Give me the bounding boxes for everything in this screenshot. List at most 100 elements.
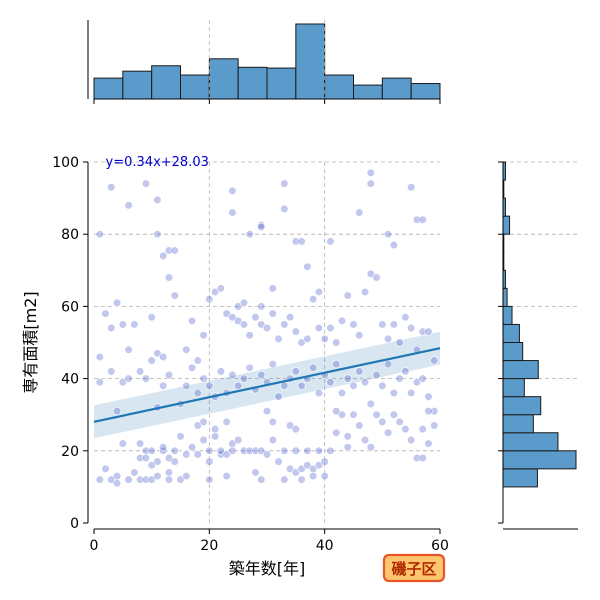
scatter-point xyxy=(153,471,162,481)
scatter-point xyxy=(309,295,318,304)
right-hist-bar xyxy=(502,414,534,434)
scatter-point xyxy=(228,370,237,380)
scatter-point xyxy=(193,388,202,398)
scatter-point xyxy=(343,432,352,441)
scatter-point xyxy=(280,381,289,390)
scatter-point xyxy=(355,208,364,217)
scatter-point xyxy=(389,410,398,419)
scatter-point xyxy=(193,450,202,459)
scatter-point xyxy=(389,240,398,250)
scatter-point xyxy=(124,475,133,484)
scatter-point xyxy=(337,316,347,325)
scatter-point xyxy=(320,334,329,343)
scatter-point xyxy=(147,461,156,470)
scatter-point xyxy=(234,435,243,445)
scatter-point xyxy=(136,439,145,448)
scatter-point xyxy=(309,464,318,473)
scatter-point xyxy=(199,374,208,383)
scatter-point xyxy=(407,323,416,333)
scatter-point xyxy=(291,446,300,455)
top-hist-bar xyxy=(266,67,297,100)
scatter-point xyxy=(285,313,295,322)
scatter-point xyxy=(268,309,277,318)
scatter-point xyxy=(424,327,433,336)
scatter-point xyxy=(107,323,116,333)
scatter-point xyxy=(211,425,220,434)
right-hist-bar xyxy=(502,305,513,325)
x-tick-label: 60 xyxy=(431,538,449,554)
scatter-point xyxy=(141,475,150,484)
scatter-point xyxy=(430,356,439,365)
right-hist-bar xyxy=(502,396,542,416)
scatter-point xyxy=(153,457,162,466)
scatter-point xyxy=(205,475,214,484)
scatter-point xyxy=(147,313,156,322)
scatter-point xyxy=(239,374,249,383)
scatter-point xyxy=(118,320,127,329)
scatter-point xyxy=(101,309,110,318)
scatter-point xyxy=(280,179,289,188)
scatter-point xyxy=(112,479,122,488)
right-hist-bar xyxy=(502,468,538,488)
scatter-point xyxy=(124,201,133,210)
scatter-point xyxy=(430,421,439,430)
scatter-point xyxy=(187,316,197,325)
scatter-point xyxy=(176,432,185,441)
scatter-point xyxy=(303,334,312,343)
scatter-point xyxy=(418,453,427,463)
scatter-point xyxy=(182,450,191,459)
scatter-point xyxy=(401,425,410,434)
scatter-point xyxy=(424,392,433,401)
y-tick-label: 80 xyxy=(61,227,79,243)
scatter-point xyxy=(193,421,202,430)
scatter-point xyxy=(366,399,375,408)
scatter-point xyxy=(297,338,306,347)
scatter-point xyxy=(182,471,191,481)
scatter-point xyxy=(274,334,283,343)
scatter-point xyxy=(193,356,202,365)
scatter-point xyxy=(164,370,174,380)
scatter-point xyxy=(309,363,318,372)
scatter-point xyxy=(268,284,277,293)
right-hist-bar xyxy=(502,360,539,380)
x-tick-label: 0 xyxy=(90,538,99,554)
scatter-point xyxy=(205,446,214,455)
scatter-point xyxy=(182,345,191,354)
scatter-point xyxy=(205,381,214,390)
scatter-point xyxy=(366,168,375,177)
top-hist-bar xyxy=(93,77,124,100)
scatter-point xyxy=(326,378,335,387)
scatter-point xyxy=(199,417,208,427)
scatter-point xyxy=(170,291,179,300)
scatter-point xyxy=(395,374,404,383)
right-hist-bar xyxy=(502,432,559,452)
scatter-point xyxy=(153,195,162,205)
right-histogram xyxy=(498,161,578,530)
scatter-point xyxy=(366,443,375,452)
scatter-point xyxy=(297,381,306,390)
scatter-point xyxy=(407,388,416,398)
scatter-point xyxy=(187,363,197,372)
scatter-point xyxy=(332,338,341,347)
ward-badge-label: 磯子区 xyxy=(391,560,436,578)
scatter-point xyxy=(285,464,295,473)
x-tick-label: 20 xyxy=(200,538,218,554)
scatter-point xyxy=(112,406,122,416)
scatter-point xyxy=(107,183,116,192)
scatter-point xyxy=(389,388,398,398)
scatter-point xyxy=(372,273,381,282)
scatter-point xyxy=(239,320,249,329)
x-tick-label: 40 xyxy=(316,538,334,554)
scatter-point xyxy=(170,457,179,466)
y-tick-label: 60 xyxy=(61,299,79,315)
scatter-point xyxy=(291,237,300,246)
regression-line xyxy=(93,347,441,423)
scatter-point xyxy=(418,374,427,383)
scatter-point xyxy=(349,381,358,390)
scatter-point xyxy=(234,302,243,311)
scatter-point xyxy=(147,475,156,484)
scatter-point xyxy=(136,453,145,463)
scatter-point xyxy=(159,251,168,260)
top-hist-bar xyxy=(151,65,182,100)
